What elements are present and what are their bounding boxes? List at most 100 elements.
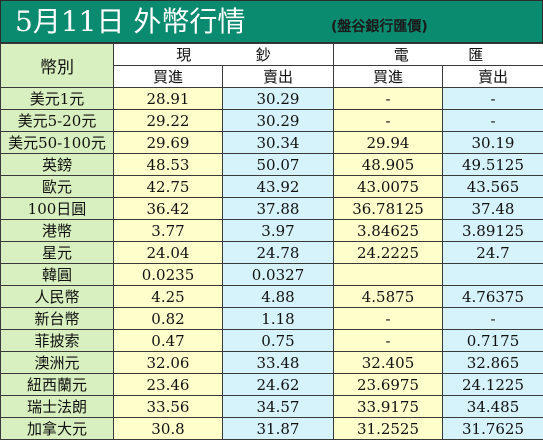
wire-buy-header: 買進 [333,65,443,88]
table-row: 美元1元 28.91 30.29- - [0,87,543,110]
cash-group-char-2: 鈔 [255,46,271,64]
cash-buy-cell: 23.46 [113,373,223,396]
wire-buy-cell: 29.94 [333,131,443,154]
cash-sell-cell: 31.87 [222,417,334,440]
wire-sell-cell: - [442,87,543,110]
wire-group-char-2: 匯 [468,46,484,64]
cash-buy-header: 買進 [113,65,223,88]
table-row: 紐西蘭元 23.46 24.62 23.6975 24.1225 [0,373,543,396]
wire-buy-cell: 43.0075 [333,175,443,198]
currency-name-cell: 100日圓 [0,197,114,220]
currency-name-cell: 歐元 [0,175,114,198]
currency-name-cell: 人民幣 [0,285,114,308]
table-row: 100日圓 36.42 37.88 36.78125 37.48 [0,197,543,220]
cash-sell-cell: 0.0327 [222,263,334,286]
wire-group-header: 電 匯 [333,43,543,66]
cash-buy-cell: 48.53 [113,153,223,176]
wire-buy-cell: - [333,307,443,330]
wire-sell-cell: 24.1225 [442,373,543,396]
cash-sell-cell: 0.75 [222,329,334,352]
table-row: 美元50-100元 29.69 30.34 29.94 30.19 [0,131,543,154]
cash-buy-cell: 0.82 [113,307,223,330]
cash-buy-cell: 28.91 [113,87,223,110]
page-title: 5月11日 外幣行情 [15,5,246,38]
cash-sell-cell: 50.07 [222,153,334,176]
cash-buy-cell: 33.56 [113,395,223,418]
cash-buy-cell: 3.77 [113,219,223,242]
cash-sell-cell: 30.34 [222,131,334,154]
currency-header: 幣別 [0,43,114,88]
cash-sell-cell: 1.18 [222,307,334,330]
table-row: 人民幣 4.25 4.88 4.5875 4.76375 [0,285,543,308]
cash-sell-cell: 33.48 [222,351,334,374]
currency-name-cell: 紐西蘭元 [0,373,114,396]
currency-name-cell: 瑞士法朗 [0,395,114,418]
cash-sell-cell: 4.88 [222,285,334,308]
page-subtitle: (盤谷銀行匯價) [331,19,428,35]
wire-buy-cell: 48.905 [333,153,443,176]
wire-sell-cell: 24.7 [442,241,543,264]
cash-sell-header: 賣出 [222,65,334,88]
cash-buy-cell: 0.47 [113,329,223,352]
wire-group-char-1: 電 [393,46,409,64]
wire-sell-cell: 30.19 [442,131,543,154]
cash-sell-cell: 24.78 [222,241,334,264]
wire-buy-cell: 33.9175 [333,395,443,418]
cash-buy-cell: 29.22 [113,109,223,132]
currency-name-cell: 英鎊 [0,153,114,176]
table-row: 英鎊 48.53 50.07 48.905 49.5125 [0,153,543,176]
wire-sell-cell: 49.5125 [442,153,543,176]
wire-buy-cell: 24.2225 [333,241,443,264]
wire-sell-cell: 43.565 [442,175,543,198]
currency-name-cell: 美元1元 [0,87,114,110]
cash-buy-cell: 42.75 [113,175,223,198]
currency-name-cell: 美元5-20元 [0,109,114,132]
currency-name-cell: 韓圓 [0,263,114,286]
wire-sell-cell: 3.89125 [442,219,543,242]
currency-name-cell: 星元 [0,241,114,264]
wire-buy-cell: 23.6975 [333,373,443,396]
cash-group-char-1: 現 [176,46,192,64]
wire-sell-cell [442,263,543,286]
wire-buy-cell: 4.5875 [333,285,443,308]
wire-sell-cell: 0.7175 [442,329,543,352]
table-row: 澳洲元 32.06 33.48 32.405 32.865 [0,351,543,374]
wire-sell-cell: 32.865 [442,351,543,374]
cash-buy-cell: 4.25 [113,285,223,308]
wire-sell-cell: - [442,109,543,132]
wire-sell-cell: - [442,307,543,330]
wire-buy-cell: - [333,87,443,110]
cash-sell-cell: 30.29 [222,87,334,110]
cash-buy-cell: 0.0235 [113,263,223,286]
currency-name-cell: 新台幣 [0,307,114,330]
table-row: 歐元 42.75 43.92 43.0075 43.565 [0,175,543,198]
wire-buy-cell: - [333,329,443,352]
wire-sell-cell: 34.485 [442,395,543,418]
currency-name-cell: 澳洲元 [0,351,114,374]
wire-buy-cell: - [333,109,443,132]
cash-sell-cell: 30.29 [222,109,334,132]
currency-name-cell: 菲披索 [0,329,114,352]
wire-sell-cell: 4.76375 [442,285,543,308]
rate-table: 幣別 現 鈔 電 匯 買進 賣出 買進 賣出 [0,43,543,440]
cash-buy-cell: 36.42 [113,197,223,220]
cash-group-header: 現 鈔 [113,43,334,66]
cash-buy-cell: 32.06 [113,351,223,374]
title-bar: 5月11日 外幣行情 (盤谷銀行匯價) [0,0,543,43]
table-row: 港幣 3.77 3.97 3.84625 3.89125 [0,219,543,242]
wire-sell-cell: 37.48 [442,197,543,220]
currency-name-cell: 港幣 [0,219,114,242]
table-row: 瑞士法朗 33.56 34.57 33.9175 34.485 [0,395,543,418]
cash-sell-cell: 37.88 [222,197,334,220]
wire-buy-cell: 3.84625 [333,219,443,242]
wire-sell-cell: 31.7625 [442,417,543,440]
table-row: 美元5-20元 29.22 30.29- - [0,109,543,132]
table-row: 加拿大元 30.8 31.87 31.2525 31.7625 [0,417,543,440]
table-row: 菲披索 0.47 0.75-0.7175 [0,329,543,352]
currency-name-cell: 美元50-100元 [0,131,114,154]
wire-buy-cell: 31.2525 [333,417,443,440]
wire-buy-cell: 32.405 [333,351,443,374]
wire-buy-cell [333,263,443,286]
cash-buy-cell: 24.04 [113,241,223,264]
